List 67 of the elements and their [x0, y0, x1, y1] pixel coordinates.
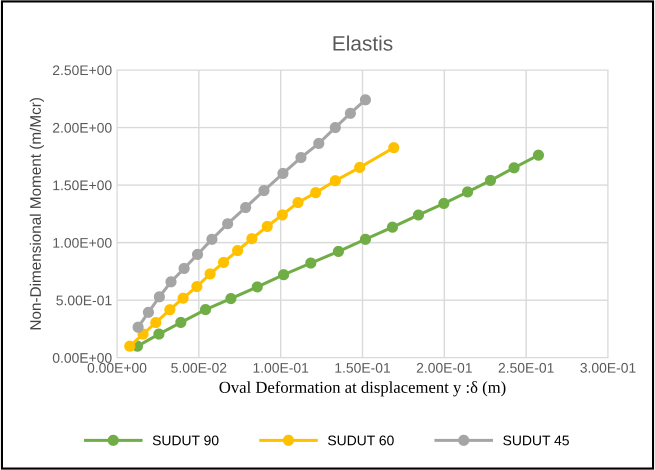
point — [232, 245, 244, 256]
point — [360, 94, 371, 106]
point — [225, 292, 236, 304]
point — [276, 209, 288, 220]
point — [165, 276, 177, 288]
point — [313, 138, 324, 149]
point — [200, 304, 212, 316]
point — [344, 108, 356, 119]
point — [132, 322, 144, 333]
point — [154, 291, 165, 302]
y-tick-label: 2.00E+00 — [52, 122, 112, 133]
point — [278, 269, 290, 280]
point — [360, 234, 371, 245]
point — [412, 209, 424, 221]
point — [438, 198, 450, 210]
legend-label: SUDUT 45 — [503, 436, 569, 446]
point — [484, 174, 496, 186]
point — [175, 316, 186, 328]
point — [295, 152, 307, 164]
point — [204, 268, 216, 280]
point — [142, 306, 154, 318]
y-tick-label: 0.00E+00 — [52, 353, 112, 363]
point — [305, 258, 316, 269]
x-tick-label: 2.50E-01 — [498, 362, 554, 373]
chart-title: Elastis — [334, 35, 392, 51]
point — [178, 292, 189, 304]
y-tick-label: 1.50E+00 — [53, 180, 112, 190]
point — [124, 340, 136, 352]
point — [310, 187, 322, 198]
x-tick-label: 5.00E-02 — [171, 362, 226, 373]
x-tick-label: 2.00E-01 — [416, 362, 472, 373]
point — [218, 256, 230, 268]
point — [462, 186, 474, 198]
point — [277, 168, 289, 180]
point — [153, 328, 164, 340]
point — [150, 317, 162, 328]
legend-label: SUDUT 90 — [152, 436, 219, 446]
point — [532, 150, 544, 161]
point — [354, 162, 366, 174]
point — [258, 185, 270, 196]
point — [262, 220, 273, 232]
point — [192, 248, 204, 260]
point — [246, 233, 258, 244]
point — [191, 281, 202, 292]
x-tick-label: 0.00E+00 — [88, 362, 146, 373]
point — [178, 262, 190, 274]
point — [240, 202, 252, 214]
point — [292, 197, 304, 208]
point — [330, 122, 341, 134]
y-tick-label: 1.00E+00 — [53, 238, 112, 248]
point — [388, 142, 400, 154]
y-tick-label: 2.50E+00 — [52, 65, 112, 76]
point — [206, 234, 218, 245]
y-tick-label: 5.00E-01 — [56, 295, 112, 306]
y-axis-title: Non-Dimensional Moment (m/Mcr) — [30, 98, 44, 330]
x-axis-title: Oval Deformation at displacement y :δ (m) — [219, 381, 506, 396]
x-tick-label: 1.00E-01 — [254, 362, 308, 373]
point — [222, 218, 234, 230]
point — [252, 281, 263, 292]
x-tick-label: 1.50E-01 — [335, 362, 390, 373]
point — [164, 304, 176, 316]
point — [330, 175, 341, 186]
point — [332, 246, 344, 258]
x-tick-label: 3.00E-01 — [580, 362, 636, 373]
legend-label: SUDUT 60 — [328, 436, 394, 446]
point — [386, 222, 398, 233]
point — [508, 162, 520, 174]
